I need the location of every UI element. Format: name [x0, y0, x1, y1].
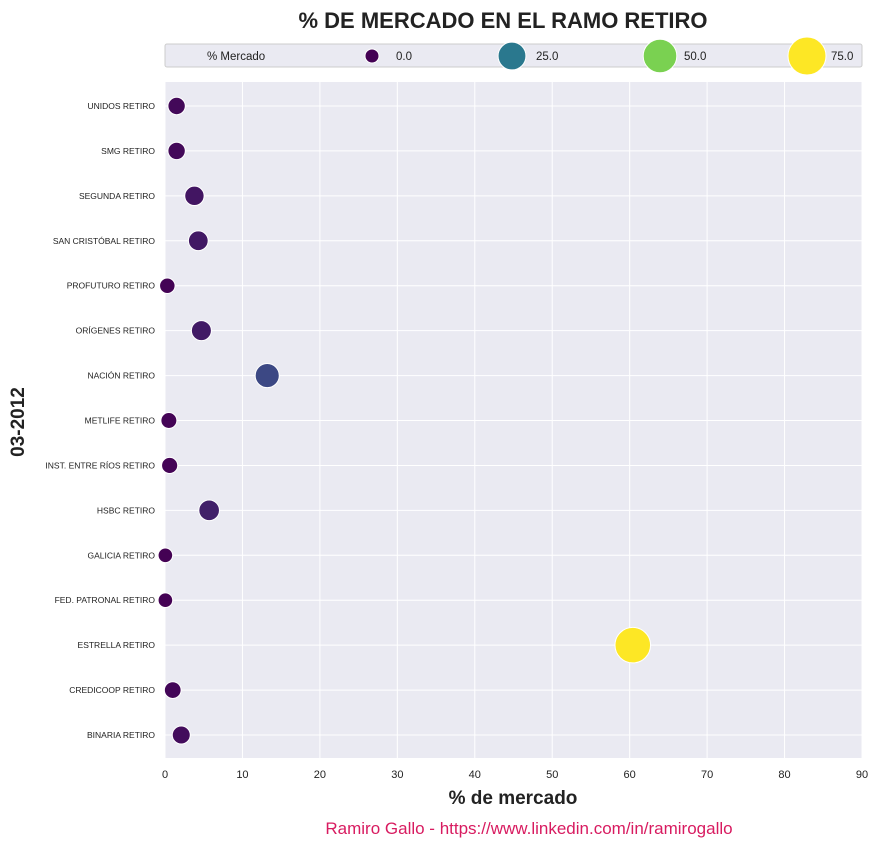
x-tick-label: 30: [391, 769, 403, 781]
y-tick-label: FED. PATRONAL RETIRO: [55, 595, 156, 605]
source-credit: Ramiro Gallo - https://www.linkedin.com/…: [325, 819, 732, 838]
x-tick-labels: 0 10 20 30 40 50 60 70 80 90: [162, 769, 868, 781]
data-point: [167, 141, 186, 161]
plot-area: [165, 82, 862, 758]
data-point: [163, 681, 182, 699]
y-tick-label: GALICIA RETIRO: [87, 550, 155, 560]
y-tick-label: ESTRELLA RETIRO: [78, 640, 156, 650]
x-tick-label: 60: [624, 769, 636, 781]
data-point: [190, 320, 212, 342]
x-tick-label: 0: [162, 769, 168, 781]
y-tick-label: INST. ENTRE RÍOS RETIRO: [45, 460, 155, 470]
y-tick-label: CREDICOOP RETIRO: [69, 685, 155, 695]
x-tick-label: 10: [236, 769, 248, 781]
data-point: [184, 185, 205, 207]
y-tick-label: METLIFE RETIRO: [85, 416, 156, 426]
chart-title: % DE MERCADO EN EL RAMO RETIRO: [298, 8, 707, 33]
x-tick-label: 20: [314, 769, 326, 781]
legend-label: 0.0: [396, 51, 412, 63]
y-tick-label: SEGUNDA RETIRO: [79, 191, 155, 201]
y-tick-label: SAN CRISTÓBAL RETIRO: [53, 236, 156, 246]
data-point: [254, 363, 280, 389]
data-point: [160, 412, 178, 429]
x-tick-label: 70: [701, 769, 713, 781]
y-tick-label: UNIDOS RETIRO: [87, 101, 155, 111]
y-axis-label: 03-2012: [8, 387, 29, 457]
legend-title: % Mercado: [207, 51, 265, 63]
data-point: [614, 626, 652, 664]
legend-marker: [364, 48, 380, 64]
y-tick-label: SMG RETIRO: [101, 146, 155, 156]
legend-marker: [497, 41, 527, 71]
y-tick-labels: UNIDOS RETIRO SMG RETIRO SEGUNDA RETIRO SAN…: [45, 101, 155, 740]
y-tick-label: NACIÓN RETIRO: [87, 371, 155, 381]
legend-label: 25.0: [536, 51, 558, 63]
x-tick-label: 90: [856, 769, 868, 781]
legend-marker: [642, 38, 678, 74]
data-point: [198, 499, 220, 522]
data-points: [157, 96, 652, 745]
y-tick-label: PROFUTURO RETIRO: [67, 281, 156, 291]
legend-label: 50.0: [684, 51, 706, 63]
y-tick-label: HSBC RETIRO: [97, 505, 155, 515]
legend-marker: [787, 36, 827, 76]
grid: [164, 82, 863, 758]
data-point: [187, 230, 209, 252]
y-tick-label: ORÍGENES RETIRO: [76, 326, 156, 336]
x-tick-label: 50: [546, 769, 558, 781]
data-point: [159, 277, 176, 294]
data-point: [167, 96, 186, 116]
legend: % Mercado 0.0 25.0 50.0 75.0: [164, 36, 863, 76]
x-tick-label: 80: [778, 769, 790, 781]
x-axis-label: % de mercado: [449, 788, 578, 809]
y-tick-label: BINARIA RETIRO: [87, 730, 155, 740]
legend-label: 75.0: [831, 51, 853, 63]
x-tick-label: 40: [469, 769, 481, 781]
data-point: [157, 592, 174, 609]
data-point: [171, 725, 191, 745]
data-point: [157, 547, 174, 564]
data-point: [161, 456, 179, 475]
